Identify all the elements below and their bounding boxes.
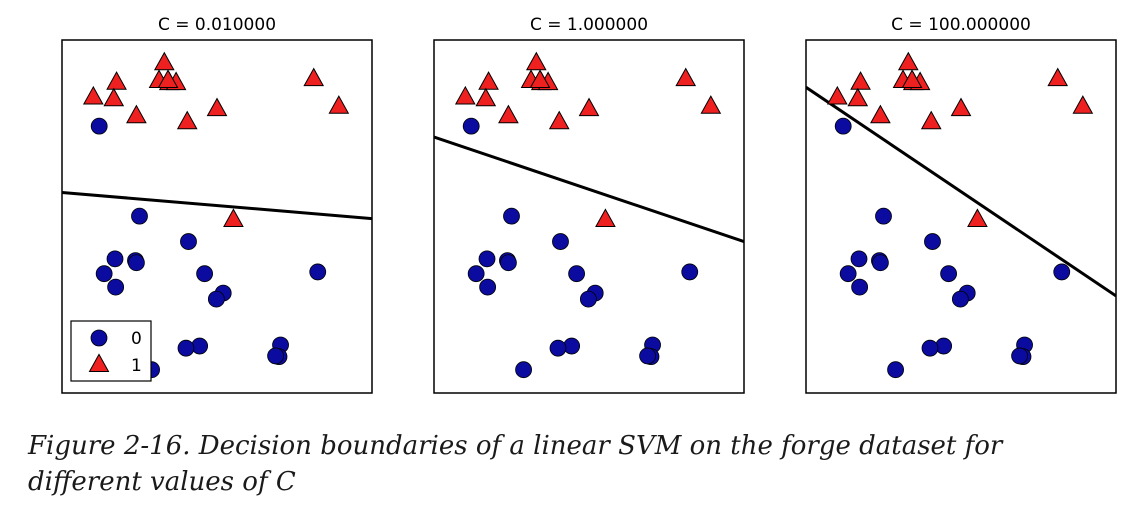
class-0-point bbox=[875, 207, 892, 225]
class-0-point bbox=[851, 278, 869, 296]
class-1-point bbox=[525, 51, 547, 71]
class-0-point bbox=[839, 265, 857, 283]
legend-marker-circle bbox=[90, 329, 108, 347]
class-1-point bbox=[328, 95, 350, 114]
panel-3: C = 100.000000 bbox=[805, 15, 1117, 394]
class-1-point bbox=[675, 67, 697, 87]
class-1-point bbox=[1072, 95, 1094, 114]
class-0-point bbox=[309, 263, 327, 281]
class-1-point bbox=[920, 110, 942, 130]
class-0-point bbox=[1011, 347, 1028, 365]
class-1-point bbox=[897, 51, 919, 71]
class-0-point bbox=[681, 263, 699, 281]
class-0-point bbox=[951, 290, 969, 308]
plot-area bbox=[806, 51, 1116, 379]
class-0-point bbox=[579, 290, 597, 308]
class-0-point bbox=[462, 117, 480, 135]
class-0-point bbox=[207, 290, 225, 308]
class-0-point bbox=[940, 265, 957, 283]
class-1-point bbox=[454, 85, 476, 105]
class-0-point bbox=[196, 265, 214, 283]
class-1-point bbox=[475, 87, 497, 107]
class-0-point bbox=[568, 265, 585, 283]
decision-boundary-line bbox=[434, 135, 744, 243]
legend-marker-triangle bbox=[88, 353, 110, 372]
legend-label: 1 bbox=[131, 356, 142, 376]
class-1-point bbox=[153, 51, 175, 71]
class-1-point bbox=[206, 97, 228, 117]
decision-boundary-line bbox=[806, 86, 1116, 298]
class-1-point bbox=[126, 104, 147, 124]
plot-area bbox=[434, 51, 744, 379]
class-0-point bbox=[850, 250, 868, 268]
figure-caption: Figure 2-16. Decision boundaries of a li… bbox=[28, 431, 1003, 497]
class-0-point bbox=[639, 347, 656, 365]
class-1-point bbox=[950, 97, 972, 117]
class-0-point bbox=[106, 250, 124, 268]
class-0-point bbox=[127, 254, 145, 272]
class-1-point bbox=[850, 71, 871, 90]
class-0-point bbox=[549, 339, 567, 357]
class-1-point bbox=[176, 110, 198, 130]
class-1-point bbox=[901, 69, 923, 88]
class-1-point bbox=[870, 104, 891, 124]
class-1-point bbox=[967, 208, 988, 228]
class-1-point bbox=[529, 69, 551, 88]
class-0-point bbox=[834, 117, 852, 135]
class-1-point bbox=[478, 71, 499, 90]
legend: 01 bbox=[70, 320, 152, 382]
class-1-point bbox=[303, 67, 325, 87]
class-0-point bbox=[467, 265, 485, 283]
class-0-point bbox=[177, 339, 195, 357]
class-0-point bbox=[95, 265, 113, 283]
class-1-point bbox=[223, 208, 244, 228]
panel-title: C = 0.010000 bbox=[158, 15, 276, 35]
class-1-point bbox=[548, 110, 570, 130]
class-1-point bbox=[1047, 67, 1069, 87]
class-1-point bbox=[578, 97, 600, 117]
class-0-point bbox=[921, 339, 939, 357]
legend-label: 0 bbox=[131, 329, 142, 349]
class-0-point bbox=[515, 361, 532, 379]
decision-boundary-line bbox=[62, 191, 372, 221]
class-0-point bbox=[887, 361, 904, 379]
class-0-point bbox=[107, 278, 125, 296]
panel-title: C = 1.000000 bbox=[530, 15, 648, 35]
class-0-point bbox=[499, 254, 517, 272]
class-0-point bbox=[552, 233, 569, 250]
axes-frame bbox=[805, 39, 1117, 394]
class-1-point bbox=[595, 208, 616, 228]
class-0-point bbox=[267, 347, 284, 365]
class-1-point bbox=[826, 85, 848, 105]
panel-title: C = 100.000000 bbox=[891, 15, 1031, 35]
class-0-point bbox=[90, 117, 108, 135]
legend-box bbox=[70, 320, 152, 382]
class-1-point bbox=[106, 71, 127, 90]
class-0-point bbox=[1053, 263, 1071, 281]
axes-frame bbox=[433, 39, 745, 394]
class-0-point bbox=[479, 278, 497, 296]
class-0-point bbox=[503, 207, 520, 225]
class-1-point bbox=[157, 69, 179, 88]
class-1-point bbox=[82, 85, 104, 105]
class-0-point bbox=[478, 250, 496, 268]
class-1-point bbox=[103, 87, 125, 107]
class-1-point bbox=[847, 87, 869, 107]
class-1-point bbox=[700, 95, 722, 114]
class-0-point bbox=[180, 233, 197, 250]
class-0-point bbox=[924, 233, 941, 250]
axes-frame bbox=[61, 39, 373, 394]
class-1-point bbox=[498, 104, 519, 124]
panel-2: C = 1.000000 bbox=[433, 15, 745, 394]
plot-area bbox=[62, 51, 372, 379]
class-0-point bbox=[131, 207, 148, 225]
class-0-point bbox=[872, 254, 889, 272]
